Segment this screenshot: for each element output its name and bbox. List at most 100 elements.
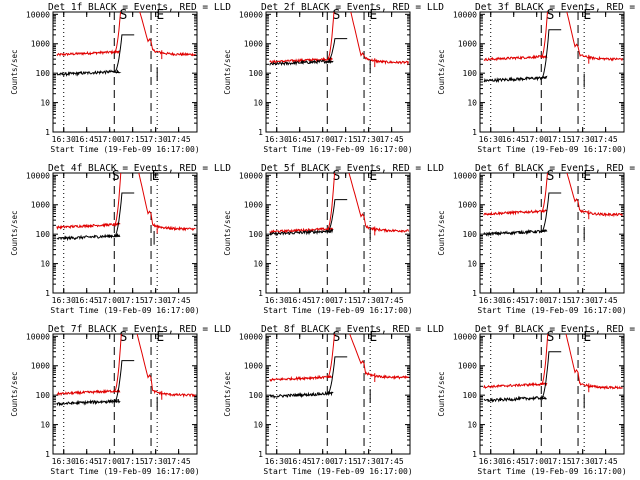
plot-frame (479, 333, 625, 455)
panel-det-1: Det 1f BLACK = Events, RED = LLD 1 10 100 10… (10, 2, 231, 154)
curves (56, 173, 196, 242)
x-tick-label: 17:30 (571, 135, 595, 144)
start-marker: S (547, 8, 555, 23)
x-axis-label: Start Time (19-Feb-09 16:17:00) (50, 467, 199, 476)
x-tick-label: 16:45 (288, 135, 312, 144)
start-marker: S (333, 169, 341, 184)
x-tick-label: 16:30 (52, 457, 76, 466)
start-marker: S (547, 169, 555, 184)
series-events-black (483, 29, 562, 83)
y-tick-label: 1 (472, 289, 477, 298)
x-tick-label: 16:45 (75, 135, 99, 144)
x-tick-label: 17:15 (548, 135, 572, 144)
series-events-black (269, 199, 348, 236)
end-marker: E (583, 8, 591, 23)
series-events-black (56, 192, 135, 242)
y-tick-label: 100 (463, 391, 478, 400)
x-tick-label: 16:45 (75, 296, 99, 305)
y-tick-label: 10 (40, 99, 50, 108)
y-tick-label: 100 (249, 69, 264, 78)
x-tick-label: 17:15 (334, 296, 358, 305)
y-tick-label: 10 (253, 260, 263, 269)
x-tick-label: 17:15 (334, 457, 358, 466)
y-tick-label: 1 (258, 450, 263, 459)
x-tick-label: 17:00 (98, 135, 122, 144)
x-tick-label: 17:15 (334, 135, 358, 144)
y-axis-label: Counts/sec (10, 210, 19, 255)
x-tick-label: 16:45 (502, 457, 526, 466)
x-tick-label: 17:00 (311, 296, 335, 305)
panel-det-5: Det 5f BLACK = Events, RED = LLD 1 10 100 10… (223, 163, 444, 315)
plot-frame (52, 11, 198, 133)
x-tick-label: 17:00 (525, 296, 549, 305)
x-axis-label: Start Time (19-Feb-09 16:17:00) (477, 467, 626, 476)
series-lld-red (483, 334, 623, 390)
x-tick-label: 17:45 (167, 457, 191, 466)
y-tick-label: 10 (467, 99, 477, 108)
series-lld-red (483, 12, 623, 62)
y-tick-label: 1 (472, 450, 477, 459)
x-axis-label: Start Time (19-Feb-09 16:17:00) (477, 306, 626, 315)
x-tick-label: 17:00 (311, 135, 335, 144)
y-tick-label: 10000 (26, 10, 50, 19)
y-axis-label: Counts/sec (437, 371, 446, 416)
series-lld-red (56, 173, 196, 232)
series-lld-red (56, 12, 196, 57)
y-tick-label: 10 (253, 421, 263, 430)
end-marker: E (369, 8, 377, 23)
y-tick-label: 1000 (458, 40, 477, 49)
y-tick-label: 1000 (31, 362, 50, 371)
x-tick-label: 17:00 (525, 135, 549, 144)
y-tick-label: 10000 (453, 332, 477, 341)
series-events-black (56, 360, 135, 407)
x-tick-label: 17:00 (311, 457, 335, 466)
x-tick-label: 17:45 (594, 135, 618, 144)
end-marker: E (583, 169, 591, 184)
y-tick-label: 100 (36, 391, 51, 400)
x-tick-label: 17:15 (548, 296, 572, 305)
x-tick-label: 17:45 (380, 457, 404, 466)
series-events-black (56, 34, 135, 77)
start-marker: S (333, 8, 341, 23)
curves (483, 173, 623, 237)
panel-title: Det 1f BLACK = Events, RED = LLD (48, 2, 231, 13)
x-tick-label: 17:15 (121, 296, 145, 305)
series-events-black (269, 38, 348, 67)
y-tick-label: 1 (45, 128, 50, 137)
x-tick-label: 17:30 (357, 135, 381, 144)
y-tick-label: 100 (463, 69, 478, 78)
end-marker: E (156, 330, 164, 345)
x-tick-label: 16:30 (265, 296, 289, 305)
x-tick-label: 16:30 (479, 296, 503, 305)
panel-title: Det 6f BLACK = Events, RED = LLD (475, 163, 640, 174)
panel-title: Det 2f BLACK = Events, RED = LLD (261, 2, 444, 13)
series-lld-red (483, 173, 623, 218)
x-tick-label: 17:30 (571, 457, 595, 466)
x-tick-label: 16:30 (479, 135, 503, 144)
plot-frame (52, 172, 198, 294)
panel-det-2: Det 2f BLACK = Events, RED = LLD 1 10 100 10… (223, 2, 444, 154)
y-tick-label: 10000 (26, 171, 50, 180)
panel-title: Det 3f BLACK = Events, RED = LLD (475, 2, 640, 13)
y-tick-label: 100 (36, 69, 51, 78)
plot-frame (479, 11, 625, 133)
x-axis-label: Start Time (19-Feb-09 16:17:00) (50, 306, 199, 315)
x-tick-label: 16:30 (52, 296, 76, 305)
x-tick-label: 17:30 (144, 457, 168, 466)
x-tick-label: 16:30 (479, 457, 503, 466)
x-tick-label: 17:45 (594, 457, 618, 466)
panel-title: Det 8f BLACK = Events, RED = LLD (261, 324, 444, 335)
start-marker: S (112, 169, 120, 184)
y-tick-label: 10 (467, 260, 477, 269)
y-tick-label: 10 (467, 421, 477, 430)
end-marker: E (369, 169, 377, 184)
x-axis-label: Start Time (19-Feb-09 16:17:00) (263, 306, 412, 315)
end-marker: E (152, 169, 160, 184)
x-tick-label: 17:30 (571, 296, 595, 305)
curves (56, 334, 196, 407)
curves (483, 12, 623, 83)
plot-frame (265, 333, 411, 455)
panel-det-6: Det 6f BLACK = Events, RED = LLD 1 10 100 10… (437, 163, 640, 315)
end-marker: E (583, 330, 591, 345)
